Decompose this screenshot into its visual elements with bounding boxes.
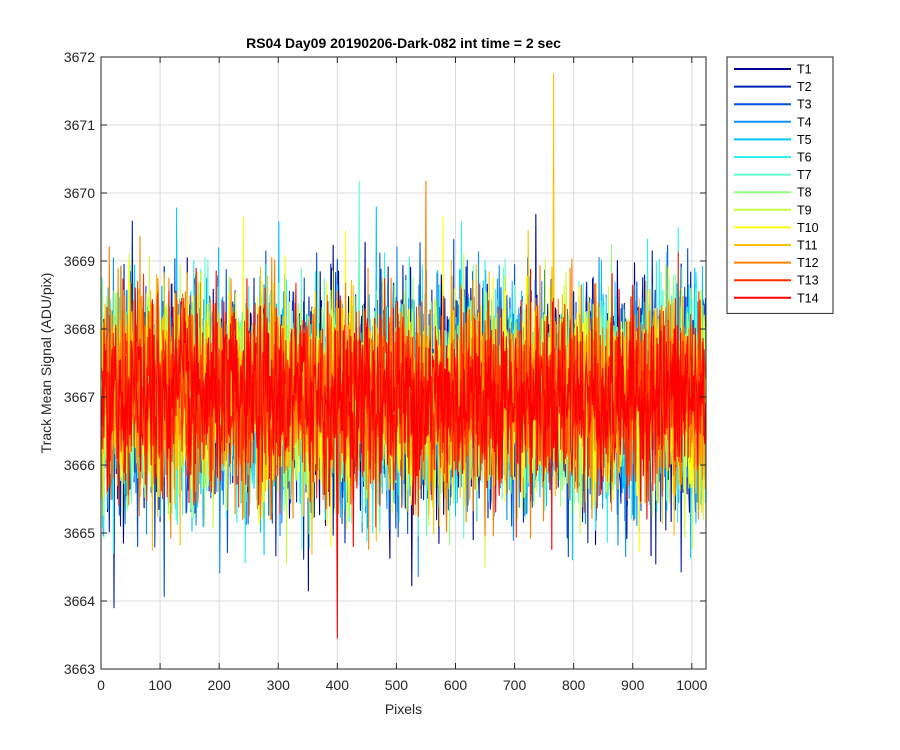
- legend-label-t12: T12: [797, 256, 819, 270]
- legend-label-t8: T8: [797, 186, 812, 200]
- x-tick-label: 1000: [676, 677, 707, 693]
- legend-box: [726, 56, 834, 314]
- legend-label-t5: T5: [797, 133, 812, 147]
- y-tick-label: 3670: [64, 185, 95, 201]
- legend-label-t13: T13: [797, 274, 819, 288]
- legend-label-t7: T7: [797, 168, 812, 182]
- legend-label-t1: T1: [797, 63, 812, 77]
- legend-label-t6: T6: [797, 151, 812, 165]
- x-tick-label: 100: [148, 677, 172, 693]
- y-tick-label: 3671: [64, 117, 95, 133]
- plot-area: 0 100 200 300 400 500 600 700 800 900 1000 3663 3664…: [64, 49, 708, 693]
- legend-label-t3: T3: [797, 98, 812, 112]
- y-axis-label: Track Mean Signal (ADU/pix): [38, 273, 54, 454]
- legend-label-t14: T14: [797, 291, 819, 305]
- x-tick-label: 700: [503, 677, 527, 693]
- legend-label-t9: T9: [797, 203, 812, 217]
- y-tick-label: 3668: [64, 321, 95, 337]
- legend: T1 T2 T3 T4 T5 T6 T7 T8 T9 T10 T11 T12 T13 T14: [726, 56, 834, 314]
- y-tick-label: 3665: [64, 525, 95, 541]
- series-line-t14: [101, 267, 707, 639]
- y-tick-label: 3664: [64, 593, 95, 609]
- y-tick-label: 3667: [64, 389, 95, 405]
- y-tick-label: 3663: [64, 661, 95, 677]
- y-tick-label: 3672: [64, 49, 95, 65]
- y-tick-label: 3669: [64, 253, 95, 269]
- x-tick-label: 600: [444, 677, 468, 693]
- legend-label-t10: T10: [797, 221, 819, 235]
- ticks: 0 100 200 300 400 500 600 700 800 900 1000 3663 3664…: [64, 49, 708, 693]
- chart-title: RS04 Day09 20190206-Dark-082 int time = …: [246, 35, 561, 51]
- legend-label-t11: T11: [797, 239, 818, 253]
- x-tick-label: 500: [385, 677, 409, 693]
- x-tick-label: 200: [207, 677, 231, 693]
- axes-box: [100, 56, 707, 670]
- x-tick-label: 300: [267, 677, 291, 693]
- series-layer: [101, 73, 707, 639]
- x-tick-label: 0: [97, 677, 105, 693]
- legend-label-t4: T4: [797, 115, 812, 129]
- x-tick-label: 400: [326, 677, 350, 693]
- x-tick-label: 800: [562, 677, 586, 693]
- legend-label-t2: T2: [797, 80, 812, 94]
- x-tick-label: 900: [621, 677, 645, 693]
- x-axis-label: Pixels: [385, 701, 422, 717]
- y-tick-label: 3666: [64, 457, 95, 473]
